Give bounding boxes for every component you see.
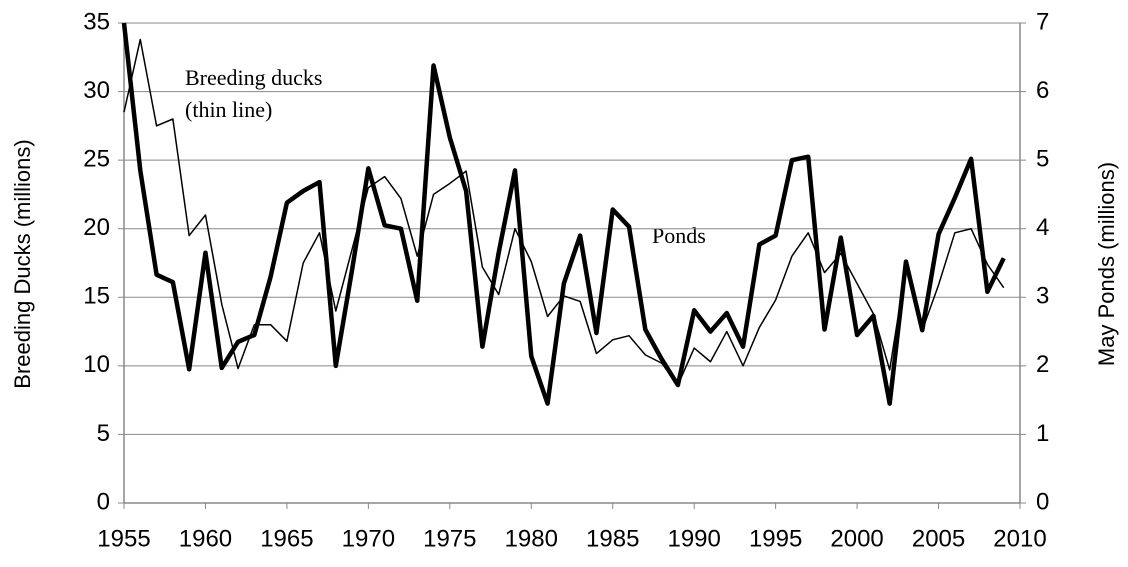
x-tick-label: 2005: [912, 525, 965, 552]
y2-tick-label: 2: [1036, 351, 1049, 378]
y2-tick-label: 7: [1036, 8, 1049, 35]
y-tick-label: 15: [83, 283, 110, 310]
y2-tick-label: 5: [1036, 145, 1049, 172]
annotation: Breeding ducks: [185, 65, 322, 90]
y-tick-label: 35: [83, 8, 110, 35]
annotation: Ponds: [652, 223, 706, 248]
y2-tick-label: 6: [1036, 77, 1049, 104]
y-tick-label: 20: [83, 214, 110, 241]
x-tick-label: 1960: [179, 525, 232, 552]
x-tick-label: 1970: [342, 525, 395, 552]
x-tick-label: 1995: [749, 525, 802, 552]
y2-tick-label: 3: [1036, 283, 1049, 310]
x-tick-label: 1965: [260, 525, 313, 552]
x-tick-label: 1990: [667, 525, 720, 552]
annotation: (thin line): [185, 97, 272, 122]
y2-tick-label: 0: [1036, 488, 1049, 515]
x-tick-label: 1955: [97, 525, 150, 552]
y-axis-title: Breeding Ducks (millions): [10, 139, 35, 388]
y-tick-label: 30: [83, 77, 110, 104]
y2-tick-label: 4: [1036, 214, 1049, 241]
y-tick-label: 10: [83, 351, 110, 378]
y-tick-label: 5: [97, 420, 110, 447]
x-tick-label: 2000: [830, 525, 883, 552]
x-tick-label: 1980: [505, 525, 558, 552]
y-tick-label: 25: [83, 145, 110, 172]
x-tick-label: 1975: [423, 525, 476, 552]
y-tick-label: 0: [97, 488, 110, 515]
series-line: [121, 22, 1006, 406]
x-tick-label: 1985: [586, 525, 639, 552]
x-tick-label: 2010: [993, 525, 1046, 552]
y2-axis-title: May Ponds (millions): [1094, 162, 1119, 366]
y2-tick-label: 1: [1036, 420, 1049, 447]
